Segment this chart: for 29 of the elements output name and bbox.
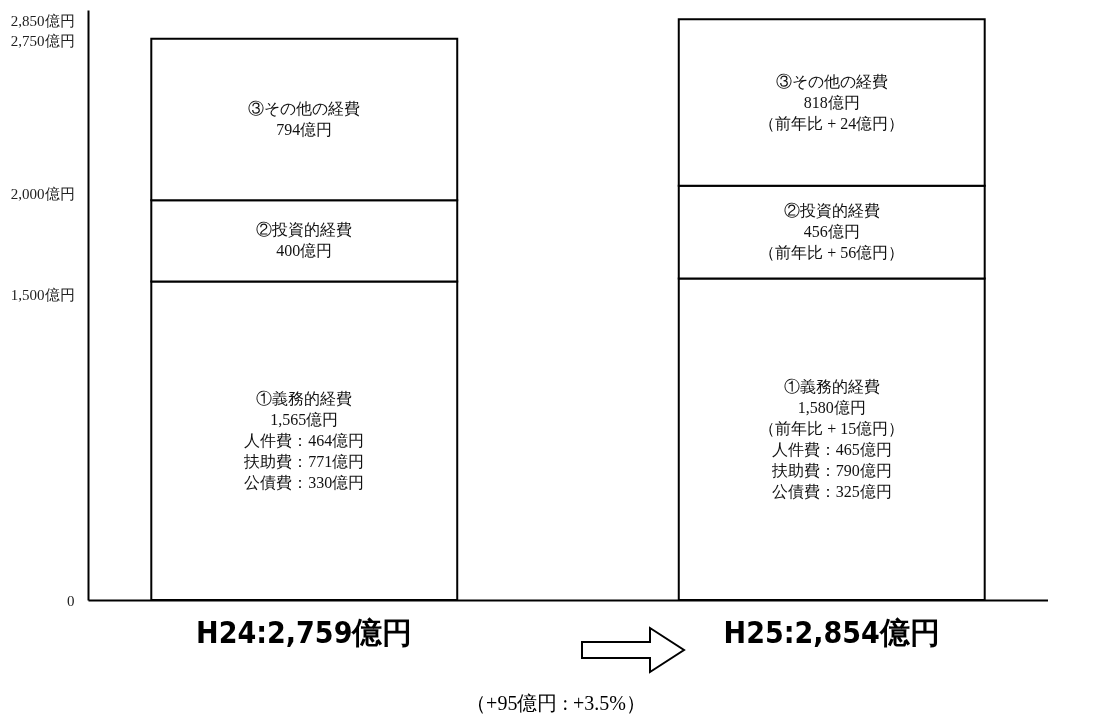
y-tick-label: 2,850億円 (10, 12, 75, 29)
y-tick-label: 2,000億円 (10, 185, 75, 202)
text: （前年比 + 24億円） (759, 114, 905, 132)
text: ③その他の経費 (248, 99, 361, 117)
text: 456億円 (803, 223, 860, 241)
text: 794億円 (276, 120, 333, 138)
text: 818億円 (803, 93, 860, 111)
series-label: ③その他の経費 (775, 72, 888, 90)
series-label: ①義務的経費 (783, 377, 880, 395)
text: （前年比 + 56億円） (759, 244, 905, 262)
text: （+95億円 : +3.5%） (465, 691, 647, 716)
text: （前年比 + 15億円） (759, 419, 905, 437)
x-tick-label: H25:2,854億円 (723, 614, 940, 650)
y-tick-label: 0 (67, 592, 75, 609)
text: ①義務的経費 (256, 389, 353, 407)
text: 公債費：325億円 (771, 482, 892, 500)
text: 扶助費：790億円 (771, 461, 892, 479)
y-tick-label: 2,750億円 (10, 33, 75, 50)
text: 人件費：465億円 (771, 440, 892, 458)
y-tick-label: 1,500億円 (10, 287, 75, 304)
text: 扶助費：771億円 (244, 452, 365, 470)
text: 1,565億円 (270, 410, 339, 428)
series-label: ②投資的経費 (783, 202, 880, 220)
text: 公債費：330億円 (244, 473, 365, 491)
text: 1,580億円 (797, 398, 866, 416)
x-tick-label: H24:2,759億円 (196, 614, 413, 650)
text: 人件費：464億円 (244, 431, 365, 449)
text: ②投資的経費 (256, 221, 353, 239)
text: 400億円 (276, 242, 333, 260)
